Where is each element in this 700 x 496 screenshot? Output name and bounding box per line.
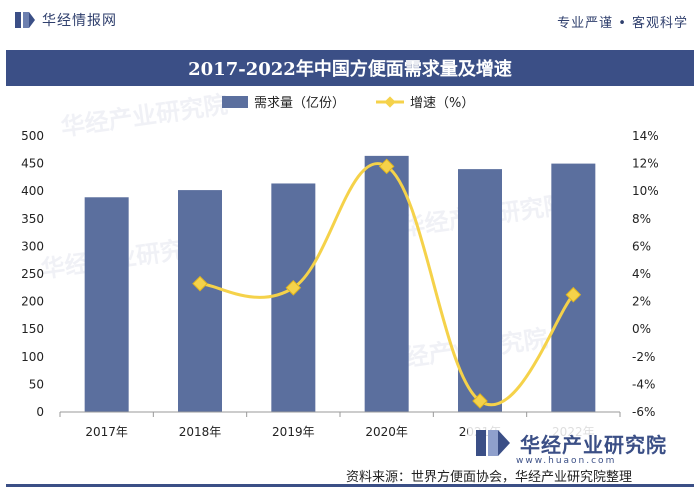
left-tick-label: 200 bbox=[21, 295, 44, 309]
x-tick-label: 2019年 bbox=[272, 425, 315, 439]
demand-bar bbox=[178, 190, 222, 412]
growth-point bbox=[472, 393, 488, 409]
x-tick-label: 2018年 bbox=[179, 425, 222, 439]
right-tick-label: 4% bbox=[632, 267, 651, 281]
footer-logo-icon bbox=[476, 430, 510, 456]
left-tick-label: 400 bbox=[21, 184, 44, 198]
right-tick-label: 6% bbox=[632, 239, 651, 253]
left-axis: 0 50 100 150 200 250 300 350 400 450 500 bbox=[21, 129, 44, 419]
left-tick-label: 250 bbox=[21, 267, 44, 281]
demand-bar bbox=[84, 197, 129, 412]
left-tick-label: 100 bbox=[21, 350, 44, 364]
brand: 华经情报网 bbox=[14, 9, 117, 31]
tagline: 专业严谨 • 客观科学 bbox=[557, 16, 688, 31]
chart-title: 2017-2022年中国方便面需求量及增速 bbox=[188, 59, 512, 80]
right-tick-label: -4% bbox=[632, 377, 655, 391]
top-header: 华经情报网 专业严谨 • 客观科学 bbox=[0, 0, 700, 40]
left-tick-label: 450 bbox=[21, 157, 44, 171]
demand-bar bbox=[364, 155, 409, 412]
growth-point bbox=[192, 275, 208, 292]
brand-name: 华经情报网 bbox=[42, 13, 117, 29]
right-axis: -6% -4% -2% 0% 2% 4% 6% 8% 10% 12% 14% bbox=[632, 129, 659, 419]
right-tick-label: 0% bbox=[632, 322, 651, 336]
right-tick-label: 2% bbox=[632, 295, 651, 309]
growth-point bbox=[565, 286, 582, 303]
bar-series bbox=[84, 155, 596, 412]
left-tick-label: 500 bbox=[21, 129, 44, 143]
x-tick-label: 2020年 bbox=[365, 425, 408, 439]
demand-bar bbox=[458, 169, 502, 412]
demand-bar bbox=[271, 183, 316, 412]
legend-bar-label: 需求量（亿份） bbox=[254, 96, 345, 111]
legend-bar-swatch bbox=[222, 96, 248, 108]
legend-line-marker bbox=[384, 96, 396, 108]
bottom-rule bbox=[6, 484, 694, 487]
left-tick-label: 350 bbox=[21, 212, 44, 226]
right-tick-label: 10% bbox=[632, 184, 659, 198]
source-note: 资料来源：世界方便面协会，华经产业研究院整理 bbox=[346, 470, 633, 485]
left-tick-label: 150 bbox=[21, 322, 44, 336]
right-tick-label: 14% bbox=[632, 129, 659, 143]
left-tick-label: 0 bbox=[36, 405, 44, 419]
right-tick-label: -2% bbox=[632, 350, 655, 364]
growth-point bbox=[285, 280, 302, 296]
line-series bbox=[192, 158, 582, 409]
chart-svg: 需求量（亿份） 增速（%） 0 50 100 150 200 250 300 350 400 450… bbox=[21, 96, 659, 439]
growth-line bbox=[199, 162, 575, 406]
right-tick-label: 8% bbox=[632, 212, 651, 226]
growth-point bbox=[378, 158, 395, 175]
right-tick-label: 12% bbox=[632, 157, 659, 171]
left-tick-label: 50 bbox=[29, 377, 44, 391]
footer-logo-url: www.huaon.com bbox=[516, 456, 617, 466]
brand-logo-icon bbox=[15, 12, 35, 28]
left-tick-label: 300 bbox=[21, 239, 44, 253]
legend: 需求量（亿份） 增速（%） bbox=[222, 96, 474, 111]
chart-title-bar: 2017-2022年中国方便面需求量及增速 bbox=[6, 50, 694, 86]
footer-logo-name: 华经产业研究院 bbox=[520, 432, 667, 457]
legend-line-label: 增速（%） bbox=[410, 96, 474, 111]
footer-logo: 华经产业研究院 www.huaon.com bbox=[468, 424, 673, 466]
right-tick-label: -6% bbox=[632, 405, 655, 419]
x-tick-label: 2017年 bbox=[85, 425, 128, 439]
